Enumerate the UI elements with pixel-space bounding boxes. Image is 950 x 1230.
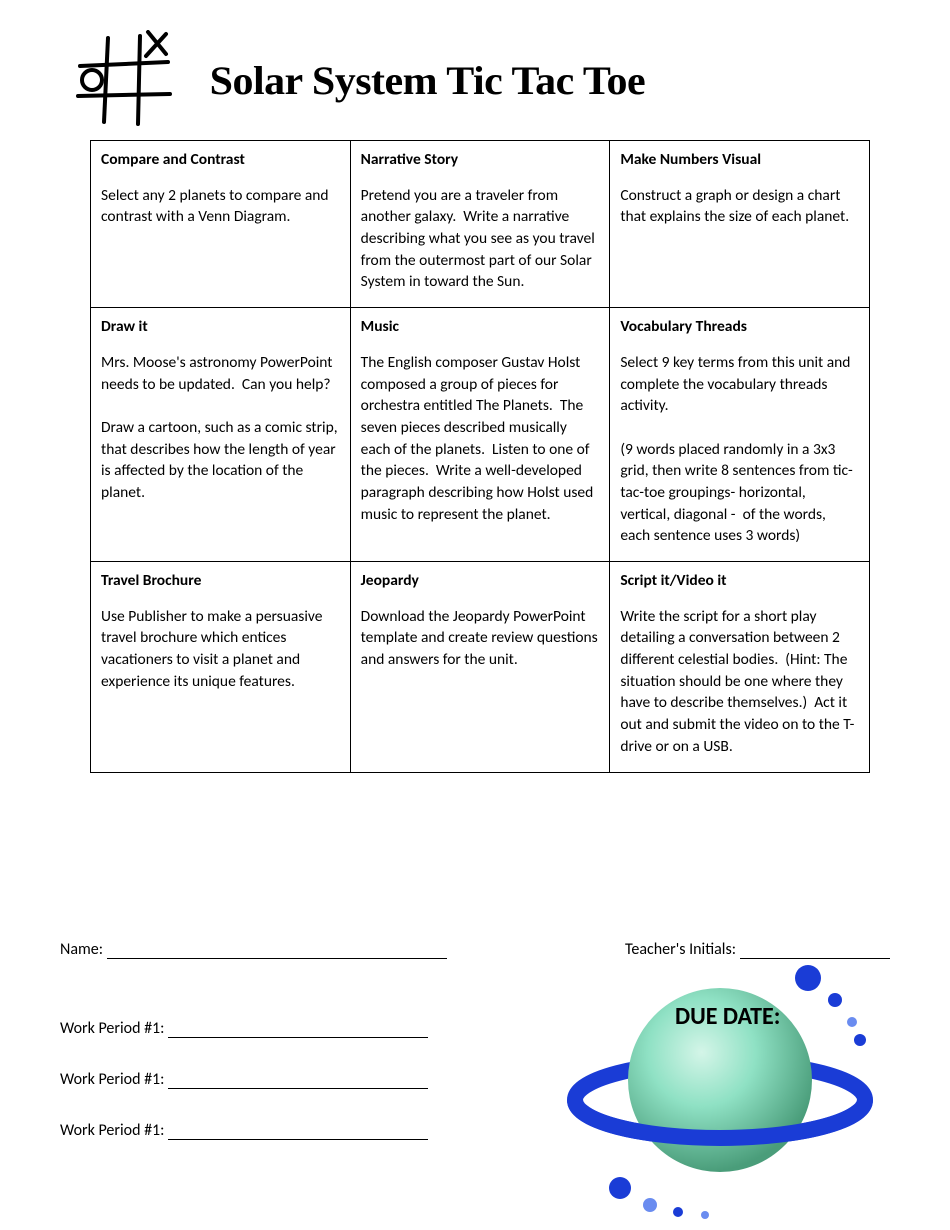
wp1-input-line[interactable]: [168, 1022, 428, 1038]
cell-body: Select 9 key terms from this unit and co…: [620, 352, 859, 547]
cell-title: Vocabulary Threads: [620, 316, 859, 338]
cell-body: Download the Jeopardy PowerPoint templat…: [361, 606, 600, 671]
wp1-label: Work Period #1:: [60, 1019, 164, 1038]
planet-icon: [560, 960, 880, 1220]
teacher-initials-field[interactable]: Teacher's Initials:: [625, 940, 890, 959]
wp3-label: Work Period #1:: [60, 1121, 164, 1140]
grid-cell: Music The English composer Gustav Holst …: [350, 308, 610, 562]
grid-cell: Travel Brochure Use Publisher to make a …: [91, 562, 351, 773]
work-period-field[interactable]: Work Period #1:: [60, 1121, 428, 1140]
grid-row: Draw it Mrs. Moose's astronomy PowerPoin…: [91, 308, 870, 562]
cell-body: Pretend you are a traveler from another …: [361, 185, 600, 293]
grid-row: Compare and Contrast Select any 2 planet…: [91, 141, 870, 308]
name-label: Name:: [60, 940, 103, 959]
cell-body: The English composer Gustav Holst compos…: [361, 352, 600, 526]
activity-grid: Compare and Contrast Select any 2 planet…: [90, 140, 870, 773]
cell-body: Select any 2 planets to compare and cont…: [101, 185, 340, 228]
grid-cell: Narrative Story Pretend you are a travel…: [350, 141, 610, 308]
cell-title: Compare and Contrast: [101, 149, 340, 171]
wp3-input-line[interactable]: [168, 1124, 428, 1140]
cell-body: Use Publisher to make a persuasive trave…: [101, 606, 340, 693]
work-period-field[interactable]: Work Period #1:: [60, 1019, 428, 1038]
cell-body: Write the script for a short play detail…: [620, 606, 859, 758]
work-period-field[interactable]: Work Period #1:: [60, 1070, 428, 1089]
cell-title: Narrative Story: [361, 149, 600, 171]
grid-cell: Vocabulary Threads Select 9 key terms fr…: [610, 308, 870, 562]
cell-title: Make Numbers Visual: [620, 149, 859, 171]
grid-cell: Make Numbers Visual Construct a graph or…: [610, 141, 870, 308]
teacher-input-line[interactable]: [740, 943, 890, 959]
cell-title: Jeopardy: [361, 570, 600, 592]
planet-graphic: DUE DATE:: [560, 960, 880, 1220]
cell-title: Music: [361, 316, 600, 338]
grid-cell: Script it/Video it Write the script for …: [610, 562, 870, 773]
page-title: Solar System Tic Tac Toe: [210, 57, 646, 104]
tic-tac-toe-icon: [70, 30, 180, 130]
wp2-label: Work Period #1:: [60, 1070, 164, 1089]
grid-cell: Compare and Contrast Select any 2 planet…: [91, 141, 351, 308]
cell-title: Travel Brochure: [101, 570, 340, 592]
grid-row: Travel Brochure Use Publisher to make a …: [91, 562, 870, 773]
wp2-input-line[interactable]: [168, 1073, 428, 1089]
teacher-label: Teacher's Initials:: [625, 940, 736, 959]
name-field[interactable]: Name:: [60, 940, 447, 959]
cell-body: Construct a graph or design a chart that…: [620, 185, 859, 228]
cell-title: Script it/Video it: [620, 570, 859, 592]
due-date-label: DUE DATE:: [675, 1002, 780, 1031]
cell-title: Draw it: [101, 316, 340, 338]
name-input-line[interactable]: [107, 943, 447, 959]
grid-cell: Draw it Mrs. Moose's astronomy PowerPoin…: [91, 308, 351, 562]
grid-cell: Jeopardy Download the Jeopardy PowerPoin…: [350, 562, 610, 773]
header: Solar System Tic Tac Toe: [70, 30, 880, 130]
cell-body: Mrs. Moose's astronomy PowerPoint needs …: [101, 352, 340, 504]
